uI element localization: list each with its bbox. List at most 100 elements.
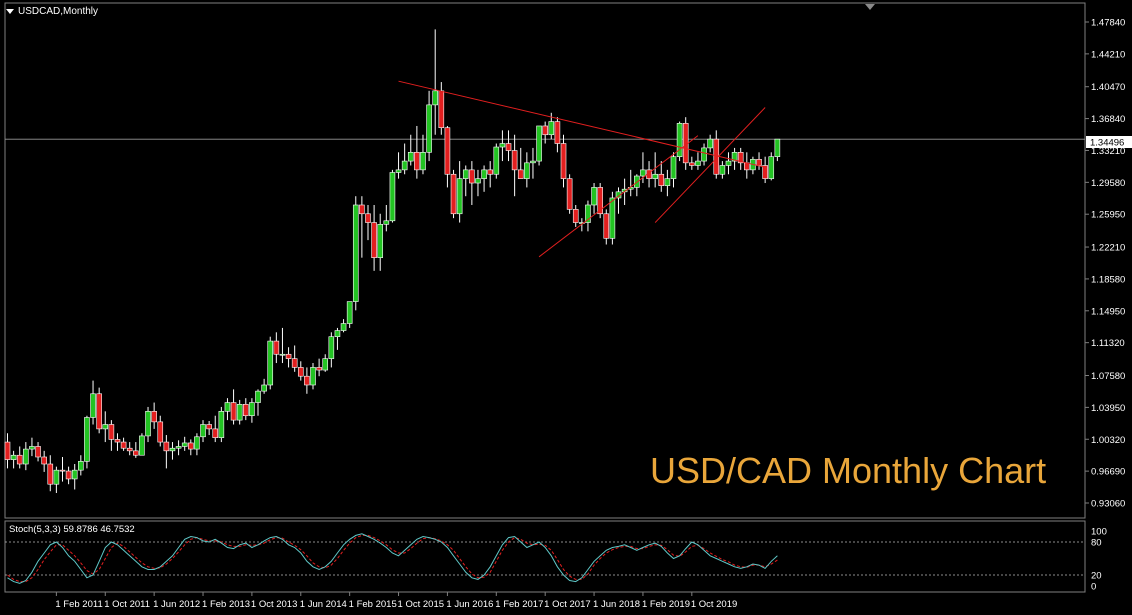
time-tick-label: 1 Oct 2013 [251,599,297,610]
main-panel-border [4,2,1086,519]
candle [23,442,29,471]
candle [108,420,115,451]
price-tick-label: 1.14950 [1091,306,1125,317]
candle [291,345,298,372]
bull-candle-body [774,138,781,157]
candle [426,90,432,162]
bull-candle-body [261,384,267,392]
candle [462,165,469,197]
trendline[interactable] [654,107,766,223]
time-tick-label: 1 Feb 2011 [55,599,102,610]
bull-candle-body [175,446,182,449]
candle [542,121,548,144]
bull-candle-body [328,336,335,359]
bear-candle-body [438,90,445,129]
bull-candle-body [310,367,316,386]
candle [719,161,726,179]
time-tick-label: 1 Oct 2019 [691,599,737,610]
time-axis: 1 Feb 2011 1 Oct 2011 1 Jun 2012 1 Feb 2013… [55,592,737,610]
candle [487,161,493,188]
dropdown-triangle-icon[interactable] [6,8,14,14]
bull-candle-body [701,147,707,162]
bull-candle-body [609,197,616,239]
candle [627,169,634,197]
candle [151,402,157,429]
candle [701,143,707,166]
bull-candle-body [670,156,677,179]
bull-candle-body [139,435,145,456]
candle [218,406,225,443]
candle [407,134,414,166]
candle [224,398,231,421]
bull-candle-body [10,454,17,460]
candle [744,152,750,179]
bear-candle-body [4,441,11,460]
bull-candle-body [536,125,542,162]
candle [304,367,310,394]
bear-candle-body [487,169,493,175]
price-tick-label: 1.03950 [1091,403,1125,414]
candle [469,161,475,205]
candle [78,455,84,476]
bull-candle-body [346,301,353,324]
bull-candle-body [29,446,35,450]
candle [499,130,506,162]
candle [597,183,603,219]
candle [255,389,261,416]
candle [194,433,200,456]
bull-candle-body [493,146,500,175]
bull-candle-body [475,178,481,184]
chart-shift-marker-icon[interactable] [865,4,875,10]
chart-title[interactable]: USDCAD,Monthly [6,4,98,18]
time-tick-label: 1 Oct 2015 [398,599,444,610]
bull-candle-body [695,160,701,166]
bear-candle-body [297,367,304,377]
bull-candle-body [407,152,414,162]
candle [737,147,744,170]
candle [297,361,304,381]
bull-candle-body [78,461,84,471]
bull-candle-body [462,169,469,179]
bull-candle-body [23,448,29,465]
candle [560,134,567,188]
bull-candle-body [334,330,341,337]
trendline-group[interactable] [398,80,766,258]
candle [530,147,536,179]
bull-candle-body [481,169,487,179]
bull-candle-body [194,436,200,450]
price-tick-label: 1.25950 [1091,210,1125,221]
candle [475,169,481,197]
bull-candle-body [640,169,646,177]
candle [713,130,720,179]
price-tick-label: 1.11320 [1091,338,1125,349]
time-tick-label: 1 Jun 2016 [446,599,493,610]
time-tick-label: 1 Jun 2012 [153,599,200,610]
current-price-text: 1.34496 [1090,138,1124,149]
bull-candle-body [102,424,109,430]
candle [652,152,658,188]
candle [188,439,194,456]
symbol-timeframe-label: USDCAD,Monthly [18,5,99,17]
candle [346,301,353,328]
bull-candle-body [401,160,408,171]
bull-candle-body [352,204,359,302]
bear-candle-body [689,162,695,166]
candle [41,450,47,472]
candle [267,336,274,390]
trendline[interactable] [398,80,766,168]
bull-candle-body [456,178,463,215]
trendlines[interactable] [398,80,766,258]
candle [572,204,579,227]
candle [114,433,121,451]
bear-candle-body [658,173,665,186]
candle [670,152,677,188]
trendline[interactable] [538,135,699,258]
candle [395,152,402,179]
bull-candle-body [768,156,775,179]
bear-candle-body [744,162,750,171]
bull-candle-body [236,404,243,421]
price-tick-label: 0.96690 [1091,467,1125,478]
candle [206,420,212,436]
